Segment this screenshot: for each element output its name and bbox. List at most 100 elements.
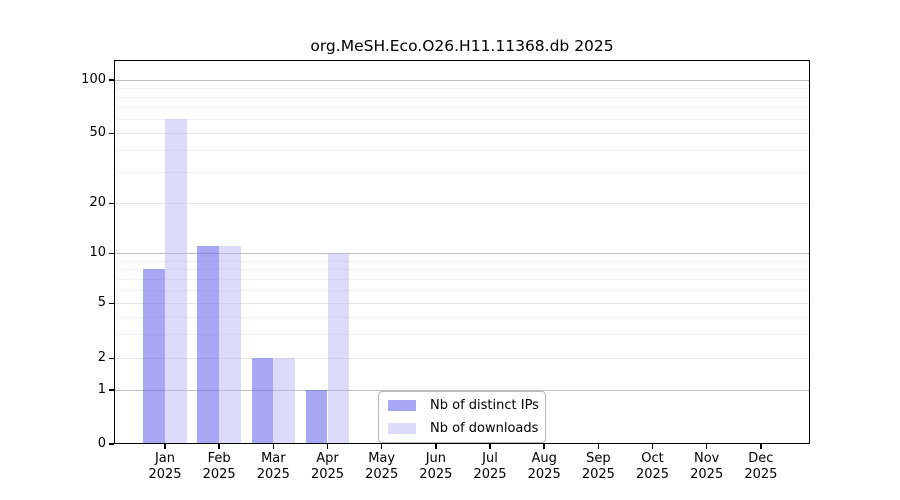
x-tick-month-nov: Nov	[694, 451, 720, 466]
x-tick-nov	[706, 444, 708, 449]
gridline-minor-4	[114, 316, 810, 318]
gridline-minor-9	[114, 260, 810, 262]
x-tick-month-may: May	[368, 451, 396, 466]
x-tick-jul	[489, 444, 491, 449]
legend-entry-downloads: Nb of downloads	[388, 421, 539, 436]
legend-label-downloads: Nb of downloads	[430, 421, 539, 436]
x-tick-aug	[543, 444, 545, 449]
x-tick-label-apr: Apr 2025	[296, 451, 360, 482]
gridline-minor-8	[114, 269, 810, 271]
bar-downloads-mar	[273, 358, 296, 444]
x-tick-year-sep: 2025	[581, 466, 615, 482]
x-tick-year-mar: 2025	[256, 466, 290, 482]
x-tick-label-nov: Nov 2025	[675, 451, 739, 482]
x-tick-label-dec: Dec 2025	[729, 451, 793, 482]
x-tick-label-jun: Jun 2025	[404, 451, 468, 482]
y-tick-2	[109, 357, 114, 359]
x-tick-dec	[760, 444, 762, 449]
legend-entry-distinct-ips: Nb of distinct IPs	[388, 398, 539, 413]
y-tick-1	[109, 389, 114, 391]
x-tick-month-apr: Apr	[316, 451, 339, 466]
x-tick-month-jul: Jul	[482, 451, 498, 466]
bar-downloads-feb	[219, 246, 241, 444]
x-tick-apr	[326, 444, 329, 449]
bar-distinct-ips-mar	[251, 358, 274, 444]
gridline-20	[114, 203, 810, 205]
legend-label-distinct-ips: Nb of distinct IPs	[430, 398, 539, 413]
x-tick-label-aug: Aug 2025	[512, 451, 576, 482]
gridline-minor-7	[114, 279, 810, 281]
x-tick-label-feb: Feb 2025	[187, 451, 251, 482]
gridline-minor-70	[114, 107, 810, 109]
gridline-minor-3	[114, 333, 810, 335]
y-tick-10	[109, 252, 114, 254]
gridline-1	[114, 390, 810, 391]
y-tick-label-1: 1	[97, 382, 106, 397]
x-tick-label-may: May 2025	[350, 451, 414, 482]
x-tick-may	[380, 444, 383, 449]
y-tick-label-50: 50	[89, 125, 106, 141]
x-tick-month-aug: Aug	[531, 451, 557, 466]
plot-area: Nb of distinct IPs Nb of downloads	[114, 60, 810, 444]
x-tick-mar	[272, 444, 275, 449]
legend: Nb of distinct IPs Nb of downloads	[378, 391, 546, 443]
y-tick-label-5: 5	[97, 295, 106, 311]
x-tick-label-sep: Sep 2025	[566, 451, 630, 482]
y-tick-50	[109, 132, 114, 134]
y-tick-5	[109, 302, 114, 304]
x-tick-sep	[597, 444, 600, 449]
y-tick-label-20: 20	[89, 195, 106, 211]
gridline-minor-6	[114, 290, 810, 292]
bar-distinct-ips-jan	[143, 269, 165, 444]
x-tick-year-jan: 2025	[148, 466, 182, 482]
x-tick-oct	[651, 444, 654, 449]
x-tick-month-mar: Mar	[261, 451, 286, 466]
bar-downloads-jan	[165, 119, 187, 444]
x-tick-year-jun: 2025	[419, 466, 453, 482]
gridline-10	[114, 253, 810, 255]
bar-distinct-ips-apr	[305, 390, 328, 444]
x-tick-year-oct: 2025	[635, 466, 670, 482]
x-tick-month-dec: Dec	[748, 451, 774, 466]
legend-swatch-downloads	[388, 422, 416, 435]
y-tick-0	[109, 443, 114, 445]
x-tick-year-dec: 2025	[744, 466, 778, 482]
y-tick-100	[109, 79, 114, 81]
x-tick-year-may: 2025	[365, 466, 399, 482]
bar-downloads-apr	[327, 253, 350, 444]
x-tick-feb	[218, 444, 220, 449]
gridline-2	[114, 358, 810, 360]
x-tick-month-sep: Sep	[586, 451, 611, 466]
y-tick-label-100: 100	[81, 72, 106, 87]
x-tick-jan	[164, 444, 166, 449]
y-tick-label-0: 0	[97, 436, 106, 451]
gridline-minor-80	[114, 97, 810, 99]
gridline-50	[114, 133, 810, 135]
x-tick-year-aug: 2025	[527, 466, 561, 482]
bar-distinct-ips-feb	[197, 246, 220, 444]
x-tick-year-feb: 2025	[202, 466, 236, 482]
gridline-5	[114, 303, 810, 305]
gridline-minor-90	[114, 88, 810, 90]
y-tick-label-2: 2	[97, 350, 106, 366]
y-tick-20	[109, 202, 114, 204]
x-tick-month-feb: Feb	[207, 451, 231, 466]
chart-title: org.MeSH.Eco.O26.H11.11368.db 2025	[310, 37, 614, 55]
y-tick-label-10: 10	[89, 245, 106, 261]
x-tick-year-nov: 2025	[690, 466, 724, 482]
x-tick-month-jan: Jan	[154, 451, 176, 466]
gridline-100	[114, 80, 810, 81]
gridline-minor-60	[114, 119, 810, 121]
gridline-minor-30	[114, 172, 810, 174]
x-tick-label-oct: Oct 2025	[621, 451, 685, 482]
x-tick-jun	[435, 444, 437, 449]
gridline-minor-40	[114, 150, 810, 152]
legend-swatch-distinct-ips	[388, 399, 416, 412]
x-tick-year-apr: 2025	[310, 466, 345, 482]
x-tick-month-oct: Oct	[641, 451, 664, 466]
x-tick-year-jul: 2025	[473, 466, 507, 482]
x-tick-label-jan: Jan 2025	[133, 451, 197, 482]
x-tick-label-mar: Mar 2025	[241, 451, 305, 482]
x-tick-month-jun: Jun	[425, 451, 446, 466]
